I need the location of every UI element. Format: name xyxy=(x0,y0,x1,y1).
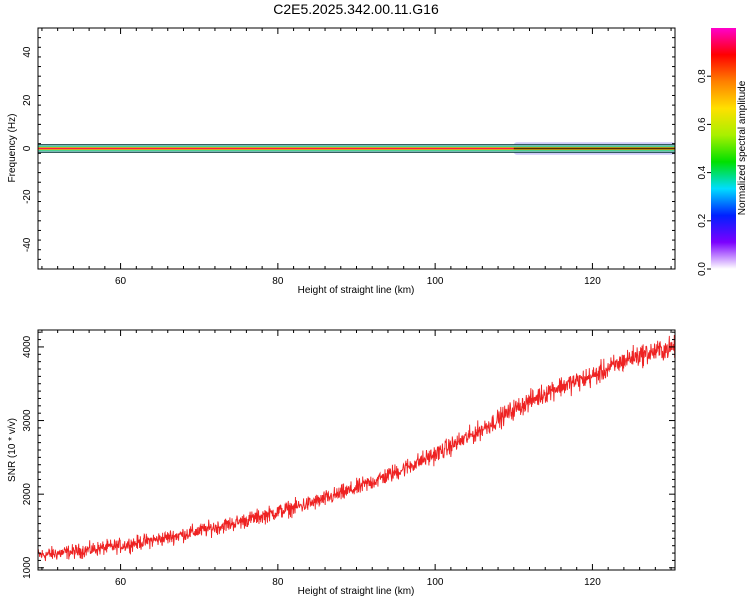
spectrogram-xtick-label-80: 80 xyxy=(272,276,284,287)
spectrogram-band-3 xyxy=(38,147,675,150)
snr-ytick-label-1000: 1000 xyxy=(22,556,33,579)
snr-xtick-label-60: 60 xyxy=(115,577,127,588)
snr-frame xyxy=(37,329,676,571)
snr-xtick-label-120: 120 xyxy=(584,577,601,588)
spectrogram-ytick-label-0: 0 xyxy=(22,145,33,151)
spectrogram-ytick-label--20: -20 xyxy=(22,189,33,204)
spectrogram-xtick-label-60: 60 xyxy=(115,276,127,287)
snr-ytick-label-3000: 3000 xyxy=(22,409,33,432)
snr-background xyxy=(38,330,675,570)
spectrogram-ytick-label--40: -40 xyxy=(22,237,33,252)
colorbar-label: Normalized spectral amplitude xyxy=(737,80,748,215)
colorbar-tick-label-1: 0.2 xyxy=(697,213,708,227)
snr-xlabel: Height of straight line (km) xyxy=(298,586,415,597)
snr-ytick-label-4000: 4000 xyxy=(22,335,33,358)
snr-ytick-label-2000: 2000 xyxy=(22,483,33,506)
colorbar: 0.0 0.2 0.4 0.6 0.8 Normalized spectral ampl… xyxy=(697,28,748,276)
colorbar-gradient xyxy=(711,28,736,269)
spectrogram-xtick-label-120: 120 xyxy=(584,276,601,287)
spectrogram-ytick-label-20: 20 xyxy=(22,94,33,106)
snr-xtick-label-100: 100 xyxy=(427,577,444,588)
chart-title: C2E5.2025.342.00.11.G16 xyxy=(273,1,439,17)
spectrogram-panel: 60 80 100 120 -40 -20 0 20 40 Height of straight… xyxy=(7,27,676,296)
spectrogram-ylabel: Frequency (Hz) xyxy=(7,114,18,183)
colorbar-tick-label-3: 0.6 xyxy=(697,117,708,131)
colorbar-tick-label-2: 0.4 xyxy=(697,165,708,179)
spectrogram-xtick-label-100: 100 xyxy=(427,276,444,287)
spectrogram-frame xyxy=(37,27,676,270)
snr-series-line xyxy=(37,334,676,562)
spectrogram-xlabel: Height of straight line (km) xyxy=(298,285,415,296)
colorbar-tick-label-4: 0.8 xyxy=(697,69,708,83)
spectrogram-ytick-label-40: 40 xyxy=(22,46,33,58)
snr-panel: 60 80 100 120 1000 2000 3000 4000 Height of str… xyxy=(7,329,676,597)
snr-xtick-label-80: 80 xyxy=(272,577,284,588)
snr-ylabel: SNR (10 * v/v) xyxy=(7,418,18,482)
colorbar-tick-label-0: 0.0 xyxy=(697,262,708,276)
